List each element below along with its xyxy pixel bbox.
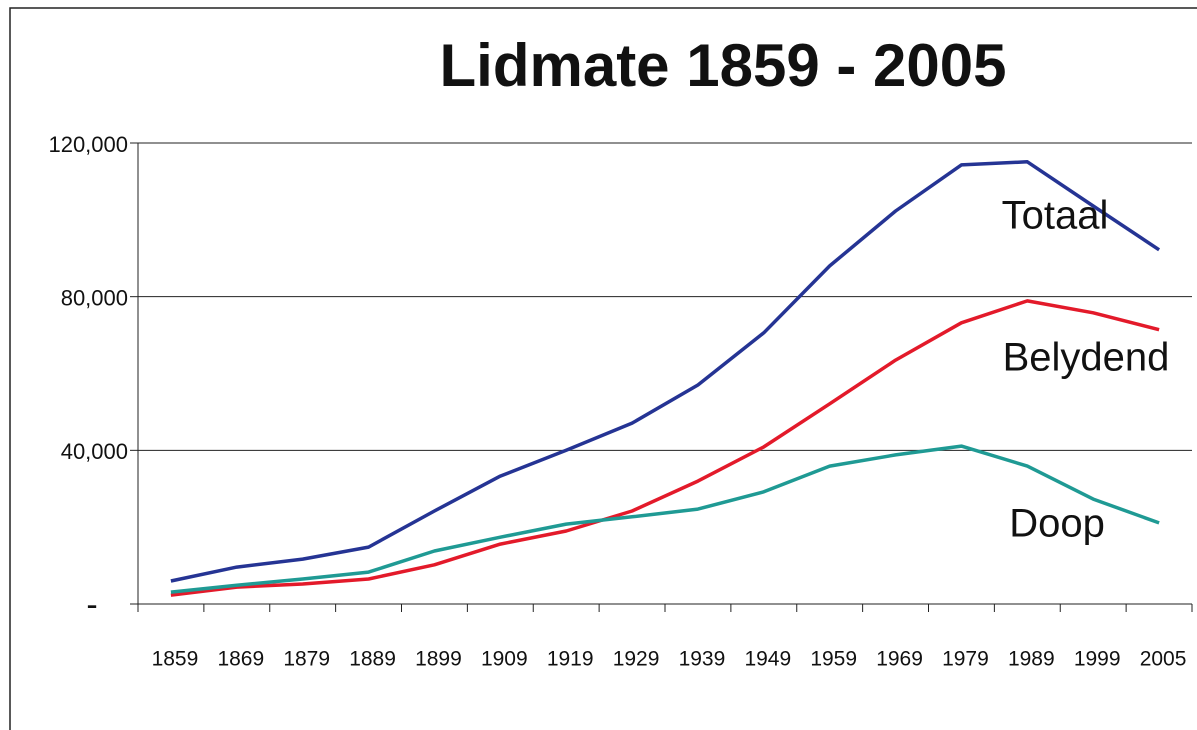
x-tick-label: 1949 xyxy=(744,648,791,671)
series-label: Totaal xyxy=(1002,194,1109,238)
line-series xyxy=(170,160,1161,583)
y-tick-label: 40,000 xyxy=(61,439,128,464)
line-series xyxy=(170,444,1160,594)
x-tick-label: 1889 xyxy=(349,648,396,671)
x-tick-label: 1879 xyxy=(283,648,330,671)
y-tick-label: 80,000 xyxy=(61,285,128,310)
x-tick-label: 1939 xyxy=(679,648,726,671)
y-tick-label: - xyxy=(86,586,97,624)
x-tick-label: 1899 xyxy=(415,648,462,671)
x-tick-label: 1869 xyxy=(217,648,264,671)
x-tick-label: 2005 xyxy=(1140,648,1187,671)
line-series xyxy=(170,299,1160,597)
x-tick-label: 1969 xyxy=(876,648,923,671)
frame xyxy=(9,7,1197,730)
x-tick-label: 1929 xyxy=(613,648,660,671)
x-tick-label: 1999 xyxy=(1074,648,1121,671)
chart-title: Lidmate 1859 - 2005 xyxy=(440,32,1007,99)
x-tick-label: 1919 xyxy=(547,648,594,671)
series-label: Belydend xyxy=(1003,336,1170,380)
x-tick-label: 1989 xyxy=(1008,648,1055,671)
x-tick-label: 1909 xyxy=(481,648,528,671)
y-tick-label: 120,000 xyxy=(48,132,128,157)
x-tick-label: 1959 xyxy=(810,648,857,671)
series-label: Doop xyxy=(1009,502,1105,546)
x-tick-label: 1859 xyxy=(152,648,199,671)
x-tick-label: 1979 xyxy=(942,648,989,671)
